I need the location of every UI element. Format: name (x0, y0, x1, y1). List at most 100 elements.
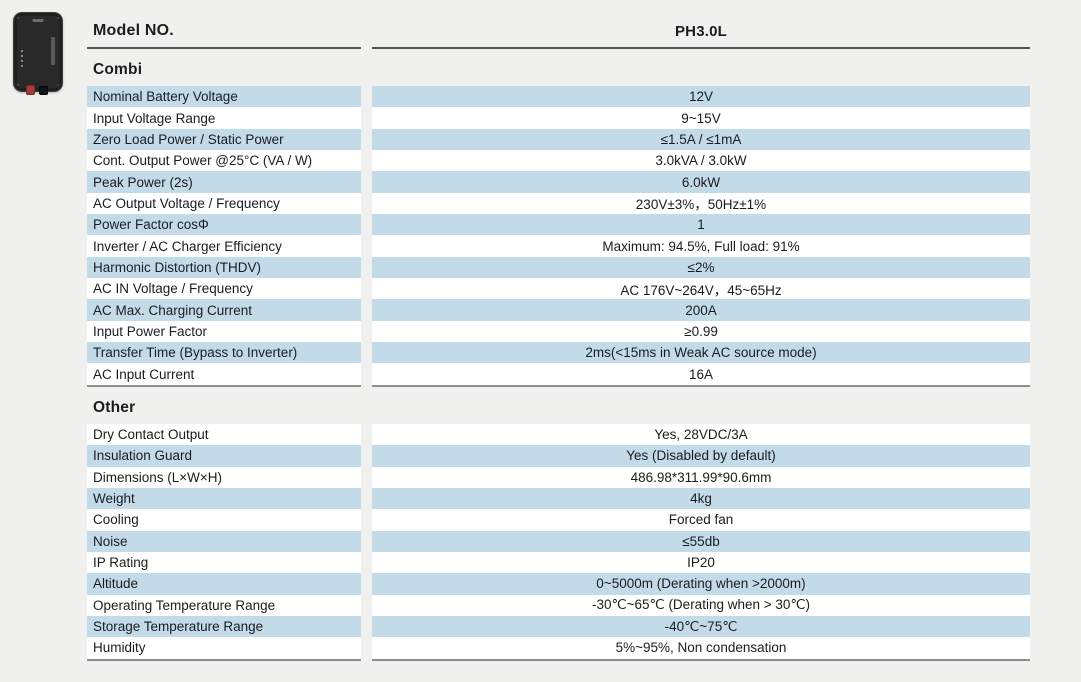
spec-value: 200A (372, 299, 1030, 321)
column-gap (361, 637, 372, 658)
brand-logo-icon (32, 19, 44, 22)
spec-value: -30℃~65℃ (Derating when > 30℃) (372, 594, 1030, 616)
column-gap (361, 86, 372, 107)
table-row: AC IN Voltage / Frequency AC 176V~264V，4… (87, 278, 1030, 300)
screw-icon (17, 17, 19, 19)
screw-icon (57, 17, 59, 19)
spec-label: Peak Power (2s) (87, 171, 361, 193)
spec-value: ≤1.5A / ≤1mA (372, 128, 1030, 151)
section-bottom-rule (87, 384, 1030, 387)
table-row: Input Power Factor ≥0.99 (87, 320, 1030, 343)
column-gap (361, 488, 372, 509)
table-row: Operating Temperature Range -30℃~65℃ (De… (87, 594, 1030, 616)
section-title: Other (93, 398, 136, 416)
spec-label: AC Max. Charging Current (87, 299, 361, 321)
table-row: AC Max. Charging Current 200A (87, 299, 1030, 321)
spec-label: Weight (87, 487, 361, 510)
table-row: Nominal Battery Voltage 12V (87, 86, 1030, 108)
spec-label: Storage Temperature Range (87, 615, 361, 638)
column-gap (361, 573, 372, 594)
table-row: Inverter / AC Charger Efficiency Maximum… (87, 235, 1030, 257)
spec-label: Harmonic Distortion (THDV) (87, 256, 361, 279)
spec-value: ≥0.99 (372, 320, 1030, 343)
spec-label: Inverter / AC Charger Efficiency (87, 235, 361, 257)
column-gap (361, 321, 372, 342)
table-row: Storage Temperature Range -40℃~75℃ (87, 615, 1030, 638)
section-rows: Dry Contact Output Yes, 28VDC/3A Insulat… (87, 423, 1030, 659)
spec-label: Dimensions (L×W×H) (87, 466, 361, 488)
spec-value: 5%~95%, Non condensation (372, 637, 1030, 659)
spec-label: IP Rating (87, 551, 361, 574)
table-row: Power Factor cosΦ 1 (87, 214, 1030, 236)
spec-label: Power Factor cosΦ (87, 214, 361, 236)
table-row: Harmonic Distortion (THDV) ≤2% (87, 256, 1030, 279)
spec-label: Cont. Output Power @25°C (VA / W) (87, 150, 361, 172)
spec-label: Cooling (87, 509, 361, 531)
screw-icon (57, 84, 59, 86)
spec-value: Yes (Disabled by default) (372, 445, 1030, 467)
table-row: Transfer Time (Bypass to Inverter) 2ms(<… (87, 342, 1030, 364)
column-gap (361, 467, 372, 488)
spec-label: Input Power Factor (87, 320, 361, 343)
table-row: Cont. Output Power @25°C (VA / W) 3.0kVA… (87, 150, 1030, 172)
spec-value: 0~5000m (Derating when >2000m) (372, 573, 1030, 595)
column-gap (361, 424, 372, 445)
table-row: AC Output Voltage / Frequency 230V±3%，50… (87, 192, 1030, 215)
spec-value: 4kg (372, 487, 1030, 510)
table-row: Altitude 0~5000m (Derating when >2000m) (87, 573, 1030, 595)
spec-value: ≤2% (372, 256, 1030, 279)
spec-value: 6.0kW (372, 171, 1030, 193)
spec-label: Humidity (87, 637, 361, 659)
product-photo (13, 12, 63, 95)
spec-label: Altitude (87, 573, 361, 595)
spec-value: 230V±3%，50Hz±1% (372, 192, 1030, 215)
spec-label: Zero Load Power / Static Power (87, 128, 361, 151)
spec-label: AC Output Voltage / Frequency (87, 192, 361, 215)
spec-label: Dry Contact Output (87, 423, 361, 446)
spec-label: Transfer Time (Bypass to Inverter) (87, 342, 361, 364)
table-row: Humidity 5%~95%, Non condensation (87, 637, 1030, 659)
column-gap (361, 107, 372, 128)
table-row: Weight 4kg (87, 487, 1030, 510)
column-gap (361, 278, 372, 299)
spec-value: -40℃~75℃ (372, 615, 1030, 638)
column-gap (361, 509, 372, 530)
column-gap (361, 214, 372, 235)
table-row: Dry Contact Output Yes, 28VDC/3A (87, 423, 1030, 446)
spec-label: Operating Temperature Range (87, 594, 361, 616)
table-row: IP Rating IP20 (87, 551, 1030, 574)
dc-terminal-positive (26, 85, 35, 95)
section-rows: Nominal Battery Voltage 12V Input Voltag… (87, 86, 1030, 385)
table-row: Dimensions (L×W×H) 486.98*311.99*90.6mm (87, 466, 1030, 488)
column-gap (361, 150, 372, 171)
spec-label: Input Voltage Range (87, 107, 361, 129)
column-gap (361, 342, 372, 363)
table-row: Input Voltage Range 9~15V (87, 107, 1030, 129)
spec-value: 3.0kVA / 3.0kW (372, 150, 1030, 172)
table-row: Peak Power (2s) 6.0kW (87, 171, 1030, 193)
spec-value: 2ms(<15ms in Weak AC source mode) (372, 342, 1030, 364)
column-gap (361, 20, 372, 49)
spec-value: Maximum: 94.5%, Full load: 91% (372, 235, 1030, 257)
spec-value: ≤55db (372, 530, 1030, 552)
column-gap (361, 595, 372, 616)
spec-table: Model NO. PH3.0L Combi Nominal Battery V… (87, 20, 1030, 661)
table-row: Cooling Forced fan (87, 509, 1030, 531)
table-row: Insulation Guard Yes (Disabled by defaul… (87, 445, 1030, 467)
column-gap (361, 257, 372, 278)
column-gap (361, 193, 372, 214)
spec-label: AC Input Current (87, 363, 361, 385)
spec-sections: Combi Nominal Battery Voltage 12V Input … (87, 49, 1030, 661)
spec-label: AC IN Voltage / Frequency (87, 278, 361, 300)
table-row: Noise ≤55db (87, 530, 1030, 552)
spec-value: 12V (372, 86, 1030, 108)
spec-value: 1 (372, 214, 1030, 236)
spec-label: Nominal Battery Voltage (87, 86, 361, 108)
screw-icon (17, 84, 19, 86)
spec-section: Other Dry Contact Output Yes, 28VDC/3A I… (87, 387, 1030, 661)
brand-label-strip (51, 37, 55, 65)
column-gap (361, 445, 372, 466)
column-gap (361, 129, 372, 150)
column-gap (361, 616, 372, 637)
